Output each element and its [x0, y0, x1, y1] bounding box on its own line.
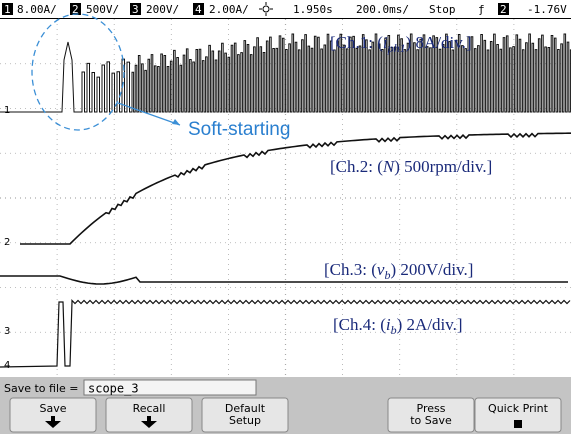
- ground-marker: 2: [4, 237, 10, 248]
- ch3-trace: [0, 276, 568, 284]
- ch4-scale: 2.00A/: [209, 3, 249, 16]
- ch1-label: [Ch.1: (iph1) 8A/div.]: [330, 33, 472, 55]
- highlight-ellipse: [32, 14, 124, 130]
- ch4-label: [Ch.4: (ib) 2A/div.]: [333, 315, 463, 337]
- ch3-label: [Ch.3: (vb) 200V/div.]: [324, 260, 473, 282]
- soft-start-label: Soft-starting: [188, 119, 290, 140]
- ch2-label: [Ch.2: (N) 500rpm/div.]: [330, 157, 492, 176]
- text: to Save: [410, 414, 452, 427]
- ch1-badge: 1: [4, 3, 11, 16]
- softkey-label: Quick Print: [488, 402, 549, 415]
- softkey-label: Save: [39, 402, 66, 415]
- text: Setup: [229, 414, 261, 427]
- trigger-channel: 2: [500, 3, 507, 16]
- softkey-label: Recall: [133, 402, 166, 415]
- text: ) 200V/div.]: [390, 260, 473, 279]
- ch4-trace: [0, 301, 570, 368]
- text: ph1: [387, 41, 406, 55]
- ch1-scale: 8.00A/: [17, 3, 57, 16]
- ground-marker: 4: [4, 360, 10, 371]
- ch3-badge: 3: [132, 3, 139, 16]
- ground-marker: 1: [4, 105, 10, 116]
- ch2-trace: [20, 133, 571, 244]
- text: [Ch.3: (: [324, 260, 377, 279]
- timebase: 200.0ms/: [356, 3, 409, 16]
- text: ) 500rpm/div.]: [394, 157, 492, 176]
- ch1-trace: [0, 34, 571, 112]
- ground-marker: 3: [4, 326, 10, 337]
- traces: [0, 34, 571, 367]
- delay: 1.950s: [293, 3, 333, 16]
- text: [Ch.1: (: [330, 33, 383, 52]
- trigger-level: -1.76V: [527, 3, 567, 16]
- save-label: Save to file =: [4, 382, 79, 395]
- scope-screen: 1 8.00A/ 2 500V/ 3 200V/ 4 2.00A/ 1.950s…: [0, 0, 571, 434]
- text: [Ch.2: (: [330, 157, 383, 176]
- ground-markers: 1 2 3 4: [4, 105, 10, 371]
- ch4-badge: 4: [195, 3, 202, 16]
- ch3-scale: 200V/: [146, 3, 179, 16]
- ch2-scale: 500V/: [86, 3, 119, 16]
- text: ) 8A/div.]: [406, 33, 472, 52]
- filename: scope_3: [88, 382, 139, 396]
- print-icon: [514, 420, 522, 428]
- trigger-symbol: ƒ: [478, 3, 485, 16]
- text: ) 2A/div.]: [397, 315, 463, 334]
- run-state: Stop: [429, 3, 456, 16]
- page: 1 8.00A/ 2 500V/ 3 200V/ 4 2.00A/ 1.950s…: [0, 0, 571, 434]
- text: [Ch.4: (: [333, 315, 386, 334]
